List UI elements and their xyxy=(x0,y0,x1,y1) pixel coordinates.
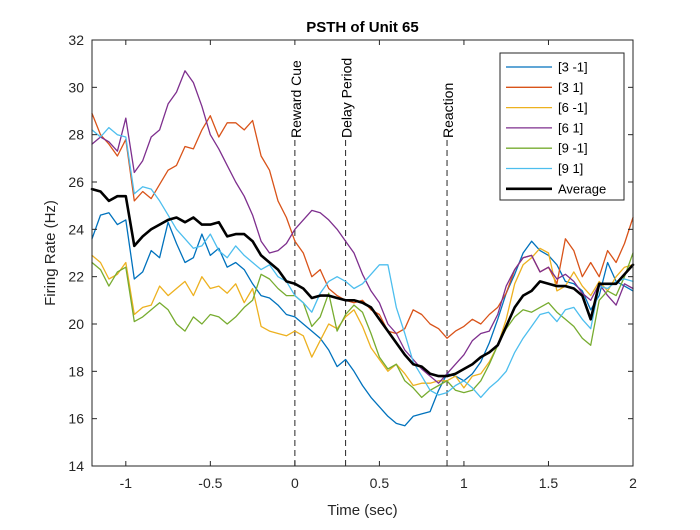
series-line-6 xyxy=(90,187,635,378)
event-markers: Reward Cue Delay Period Reaction xyxy=(288,58,456,466)
event-label-1: Delay Period xyxy=(339,58,355,138)
x-tick-label-1: -0.5 xyxy=(198,475,222,491)
x-tick-label-4: 1 xyxy=(460,475,468,491)
legend-label-3: [6 1] xyxy=(558,120,583,135)
y-tick-label-2: 18 xyxy=(68,363,84,379)
legend-label-2: [6 -1] xyxy=(558,100,588,115)
series-line-0 xyxy=(91,212,634,427)
series-line-5 xyxy=(91,126,634,399)
legend-label-1: [3 1] xyxy=(558,80,583,95)
series-line-2 xyxy=(91,247,634,389)
y-tick-label-6: 26 xyxy=(68,174,84,190)
y-tick-label-0: 14 xyxy=(68,458,84,474)
legend-items: [3 -1] [3 1] [6 -1] [6 1] [9 -1] [9 1] Average xyxy=(506,60,606,196)
plot-frame xyxy=(91,39,634,467)
axes: -1 -0.5 0 0.5 1 1.5 2 14 16 18 20 22 24 26 28 30 32 xyxy=(68,32,637,491)
y-tick-label-9: 32 xyxy=(68,32,84,48)
x-tick-label-6: 2 xyxy=(629,475,637,491)
series-line-4 xyxy=(91,252,634,399)
legend-label-0: [3 -1] xyxy=(558,60,588,75)
legend-box xyxy=(499,52,625,201)
y-tick-label-8: 30 xyxy=(68,79,84,95)
y-tick-label-5: 24 xyxy=(68,221,84,237)
x-tick-label-3: 0.5 xyxy=(370,475,390,491)
x-tick-label-5: 1.5 xyxy=(539,475,559,491)
legend-label-4: [9 -1] xyxy=(558,141,588,156)
y-axis-label: Firing Rate (Hz) xyxy=(42,200,59,306)
series-line-3 xyxy=(91,70,634,384)
event-label-0: Reward Cue xyxy=(288,60,304,138)
y-tick-label-3: 20 xyxy=(68,316,84,332)
series-lines xyxy=(90,70,635,427)
legend-label-5: [9 1] xyxy=(558,161,583,176)
event-label-2: Reaction xyxy=(440,83,456,138)
chart-title: PSTH of Unit 65 xyxy=(306,19,419,36)
x-tick-label-0: -1 xyxy=(120,475,133,491)
x-axis-label: Time (sec) xyxy=(327,502,397,519)
y-tick-label-7: 28 xyxy=(68,127,84,143)
x-tick-label-2: 0 xyxy=(291,475,299,491)
y-tick-label-4: 22 xyxy=(68,269,84,285)
legend: [3 -1] [3 1] [6 -1] [6 1] [9 -1] [9 1] Average xyxy=(499,52,625,201)
legend-label-6: Average xyxy=(558,181,606,196)
y-tick-label-1: 16 xyxy=(68,411,84,427)
